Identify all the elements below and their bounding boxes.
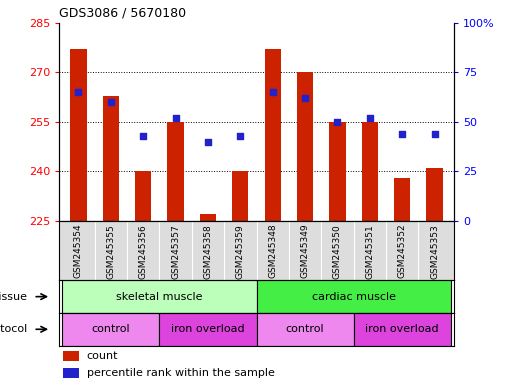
- Point: [366, 115, 374, 121]
- Text: count: count: [87, 351, 118, 361]
- Point: [107, 99, 115, 105]
- Bar: [265, 50, 281, 221]
- Bar: [62, 313, 160, 346]
- Bar: [256, 280, 451, 313]
- Point: [269, 89, 277, 95]
- Text: percentile rank within the sample: percentile rank within the sample: [87, 368, 274, 378]
- Text: tissue: tissue: [0, 291, 27, 302]
- Bar: [160, 313, 256, 346]
- Text: control: control: [91, 324, 130, 334]
- Point: [430, 131, 439, 137]
- Bar: [362, 122, 378, 221]
- Bar: [63, 351, 79, 361]
- Bar: [167, 122, 184, 221]
- Bar: [426, 168, 443, 221]
- Text: GSM245357: GSM245357: [171, 224, 180, 278]
- Bar: [200, 214, 216, 221]
- Text: GSM245354: GSM245354: [74, 224, 83, 278]
- Text: control: control: [286, 324, 324, 334]
- Text: GSM245356: GSM245356: [139, 224, 148, 278]
- Bar: [297, 73, 313, 221]
- Point: [301, 95, 309, 101]
- Bar: [63, 368, 79, 379]
- Bar: [70, 50, 87, 221]
- Bar: [135, 171, 151, 221]
- Text: GSM245351: GSM245351: [365, 224, 374, 278]
- Point: [139, 133, 147, 139]
- Text: GSM245348: GSM245348: [268, 224, 277, 278]
- Bar: [256, 313, 353, 346]
- Text: GSM245358: GSM245358: [204, 224, 212, 278]
- Text: GSM245352: GSM245352: [398, 224, 407, 278]
- Point: [171, 115, 180, 121]
- Bar: [394, 178, 410, 221]
- Bar: [329, 122, 346, 221]
- Bar: [103, 96, 119, 221]
- Text: GSM245349: GSM245349: [301, 224, 309, 278]
- Text: skeletal muscle: skeletal muscle: [116, 291, 203, 302]
- Point: [333, 119, 342, 125]
- Point: [204, 139, 212, 145]
- Point: [398, 131, 406, 137]
- Text: GDS3086 / 5670180: GDS3086 / 5670180: [59, 7, 186, 20]
- Bar: [62, 280, 256, 313]
- Text: iron overload: iron overload: [171, 324, 245, 334]
- Bar: [353, 313, 451, 346]
- Text: GSM245350: GSM245350: [333, 224, 342, 278]
- Text: GSM245355: GSM245355: [106, 224, 115, 278]
- Text: GSM245353: GSM245353: [430, 224, 439, 278]
- Text: iron overload: iron overload: [365, 324, 439, 334]
- Point: [74, 89, 83, 95]
- Text: cardiac muscle: cardiac muscle: [311, 291, 396, 302]
- Point: [236, 133, 244, 139]
- Text: protocol: protocol: [0, 324, 27, 334]
- Text: GSM245359: GSM245359: [236, 224, 245, 278]
- Bar: [232, 171, 248, 221]
